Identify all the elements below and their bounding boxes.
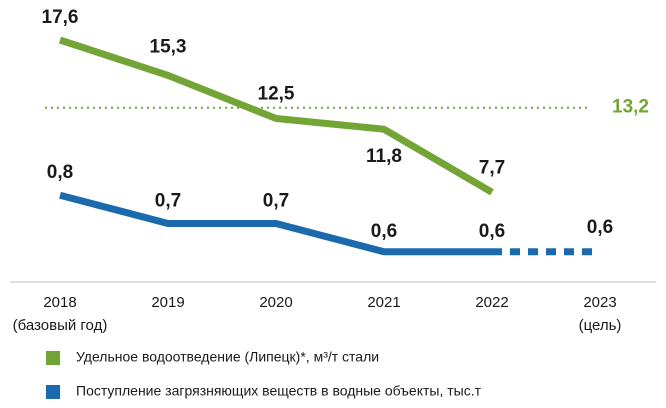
legend-swatch: [46, 351, 60, 365]
data-label: 11,8: [366, 146, 402, 167]
data-label: 0,8: [47, 162, 73, 183]
x-tick-label: 2023: [583, 294, 616, 311]
data-label: 0,6: [371, 221, 397, 242]
data-label: 0,7: [155, 190, 181, 211]
legend-label: Поступление загрязняющих веществ в водны…: [76, 383, 482, 399]
data-label: 15,3: [150, 36, 187, 57]
target-label: 13,2: [612, 97, 649, 118]
data-label: 7,7: [479, 157, 505, 178]
data-label: 0,6: [587, 217, 613, 238]
data-label: 0,6: [479, 221, 505, 242]
data-label: 0,7: [263, 190, 289, 211]
data-label: 17,6: [42, 7, 79, 28]
x-tick-label: 2020: [259, 294, 292, 311]
x-tick-label: 2018: [43, 294, 76, 311]
x-tick-label: 2022: [475, 294, 508, 311]
x-tick-label: 2019: [151, 294, 184, 311]
series-line: [59, 191, 492, 256]
x-tick-note: (цель): [579, 317, 622, 334]
legend-swatch: [46, 385, 60, 399]
series-line: [58, 36, 494, 196]
legend-label: Удельное водоотведение (Липецк)*, м³/т с…: [76, 349, 379, 365]
x-tick-note: (базовый год): [13, 317, 108, 334]
x-tick-label: 2021: [367, 294, 400, 311]
data-label: 12,5: [258, 83, 295, 104]
